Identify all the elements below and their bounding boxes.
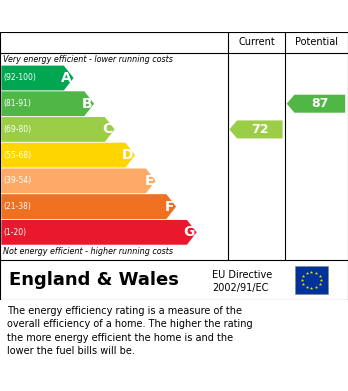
Polygon shape: [1, 66, 73, 90]
Text: (81-91): (81-91): [3, 99, 31, 108]
Polygon shape: [1, 117, 114, 142]
Text: E: E: [144, 174, 154, 188]
Text: 87: 87: [311, 97, 329, 110]
Text: 2002/91/EC: 2002/91/EC: [212, 283, 269, 293]
Bar: [295, 266, 328, 294]
Polygon shape: [229, 120, 283, 138]
Text: (1-20): (1-20): [3, 228, 26, 237]
Text: A: A: [61, 71, 72, 85]
Text: England & Wales: England & Wales: [9, 271, 179, 289]
Polygon shape: [287, 95, 345, 113]
Text: F: F: [165, 200, 174, 213]
Text: 72: 72: [251, 123, 269, 136]
Text: EU Directive: EU Directive: [212, 270, 272, 280]
Polygon shape: [1, 169, 156, 193]
Polygon shape: [1, 143, 135, 168]
Polygon shape: [1, 194, 176, 219]
Text: Not energy efficient - higher running costs: Not energy efficient - higher running co…: [3, 247, 174, 256]
Text: (92-100): (92-100): [3, 74, 36, 83]
Text: Energy Efficiency Rating: Energy Efficiency Rating: [9, 9, 230, 23]
Text: D: D: [122, 148, 133, 162]
Text: (69-80): (69-80): [3, 125, 32, 134]
Text: Current: Current: [238, 37, 275, 47]
Text: Very energy efficient - lower running costs: Very energy efficient - lower running co…: [3, 56, 173, 65]
Text: (55-68): (55-68): [3, 151, 32, 160]
Text: (39-54): (39-54): [3, 176, 32, 185]
Text: B: B: [82, 97, 92, 111]
Text: (21-38): (21-38): [3, 202, 31, 211]
Polygon shape: [1, 91, 94, 116]
Polygon shape: [1, 220, 197, 245]
Text: G: G: [183, 225, 195, 239]
Text: The energy efficiency rating is a measure of the
overall efficiency of a home. T: The energy efficiency rating is a measur…: [7, 306, 253, 356]
Text: C: C: [103, 122, 113, 136]
Text: Potential: Potential: [295, 37, 338, 47]
